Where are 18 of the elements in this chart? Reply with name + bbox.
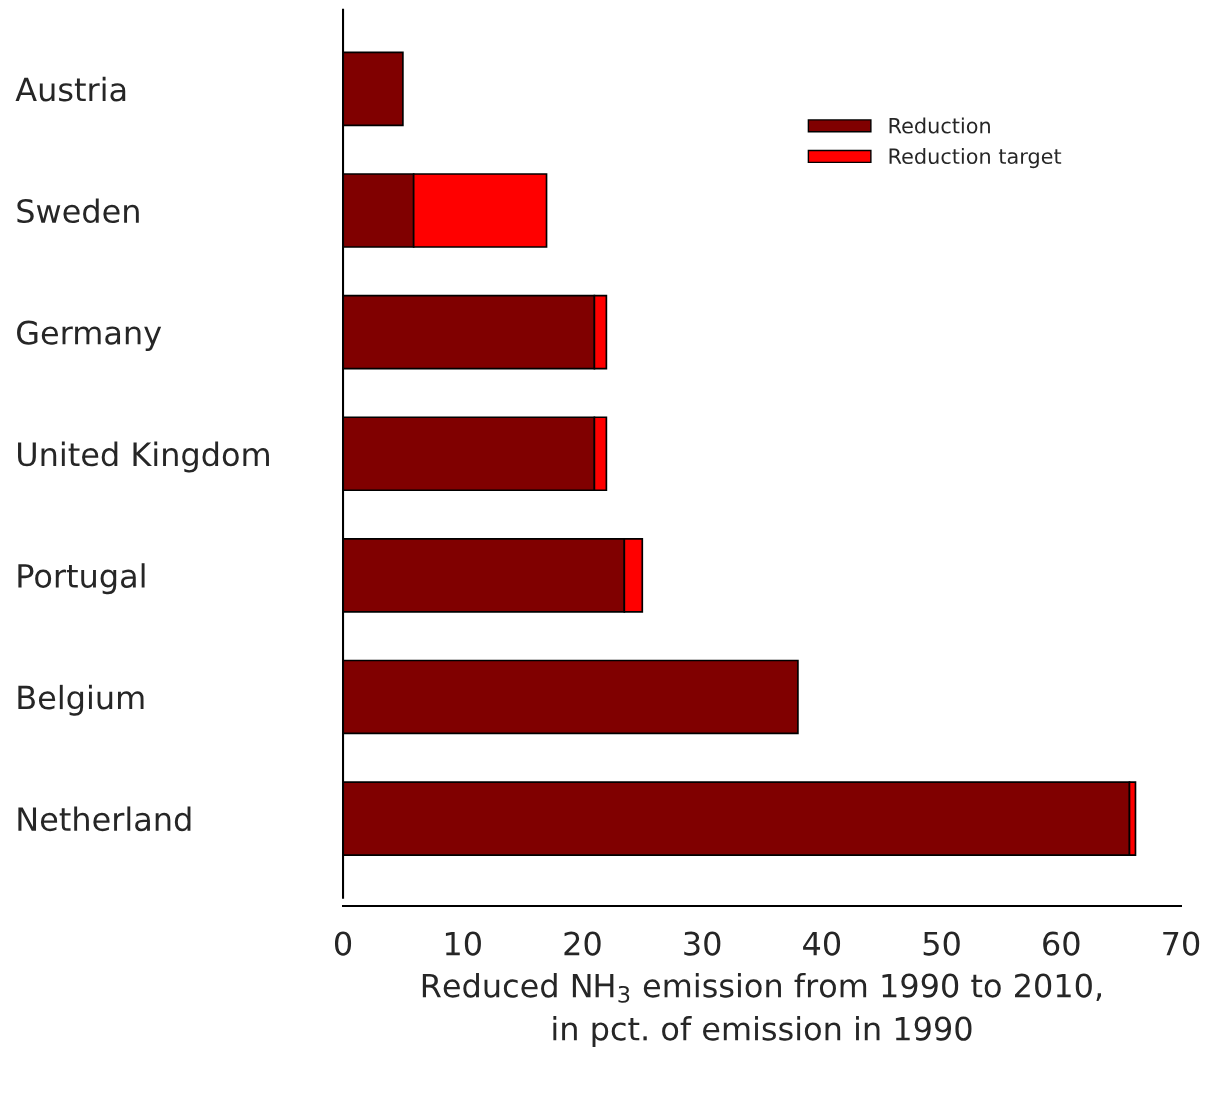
x-tick-label: 70: [1163, 931, 1200, 956]
x-tick-label: 10: [445, 931, 481, 956]
y-tick-label: Belgium: [18, 684, 144, 716]
y-tick-label: Netherland: [18, 806, 191, 832]
y-tick-label: Portugal: [18, 563, 145, 595]
x-tick-label: 50: [923, 931, 960, 956]
x-axis-title: Reduced NH$_{3}$ emission from 1990 to 2010, in pct. of emission in 1990: [422, 972, 1101, 1047]
x-tick-label: 20: [564, 931, 601, 956]
y-tick-label: Austria: [15, 76, 126, 102]
x-tick-label: 40: [803, 931, 841, 956]
legend-label: Reduction target: [889, 147, 1062, 169]
y-tick-label: Germany: [17, 320, 162, 351]
x-tick-label: 0: [334, 931, 352, 956]
legend-label: Reduction: [889, 117, 990, 134]
x-tick-label: 30: [684, 931, 721, 956]
y-tick-label: United Kingdom: [18, 441, 269, 473]
x-tick-label: 60: [1043, 931, 1080, 956]
y-tick-label: Sweden: [17, 198, 139, 224]
